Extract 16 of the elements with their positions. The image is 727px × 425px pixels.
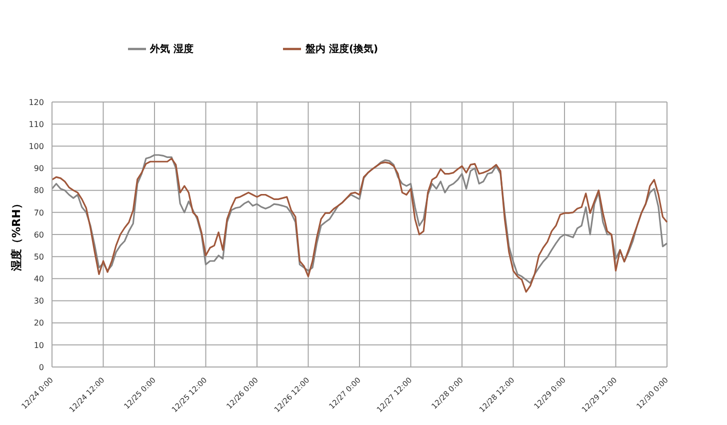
y-tick-label: 10 bbox=[34, 340, 44, 350]
y-tick-label: 100 bbox=[28, 142, 44, 152]
y-tick-label: 50 bbox=[34, 252, 44, 262]
y-tick-label: 30 bbox=[34, 296, 44, 306]
legend-label: 盤内 湿度(換気) bbox=[305, 44, 378, 55]
y-tick-label: 0 bbox=[38, 362, 44, 372]
y-tick-label: 20 bbox=[34, 318, 44, 328]
y-tick-label: 80 bbox=[34, 186, 44, 196]
y-tick-label: 110 bbox=[28, 120, 44, 129]
y-tick-label: 40 bbox=[34, 274, 44, 284]
legend-label: 外気 湿度 bbox=[150, 44, 194, 55]
y-tick-label: 90 bbox=[34, 164, 44, 174]
y-tick-label: 60 bbox=[34, 230, 44, 240]
y-tick-label: 70 bbox=[34, 208, 44, 218]
y-tick-label: 120 bbox=[28, 98, 44, 107]
y-axis-title: 湿度（%RH） bbox=[10, 198, 23, 272]
